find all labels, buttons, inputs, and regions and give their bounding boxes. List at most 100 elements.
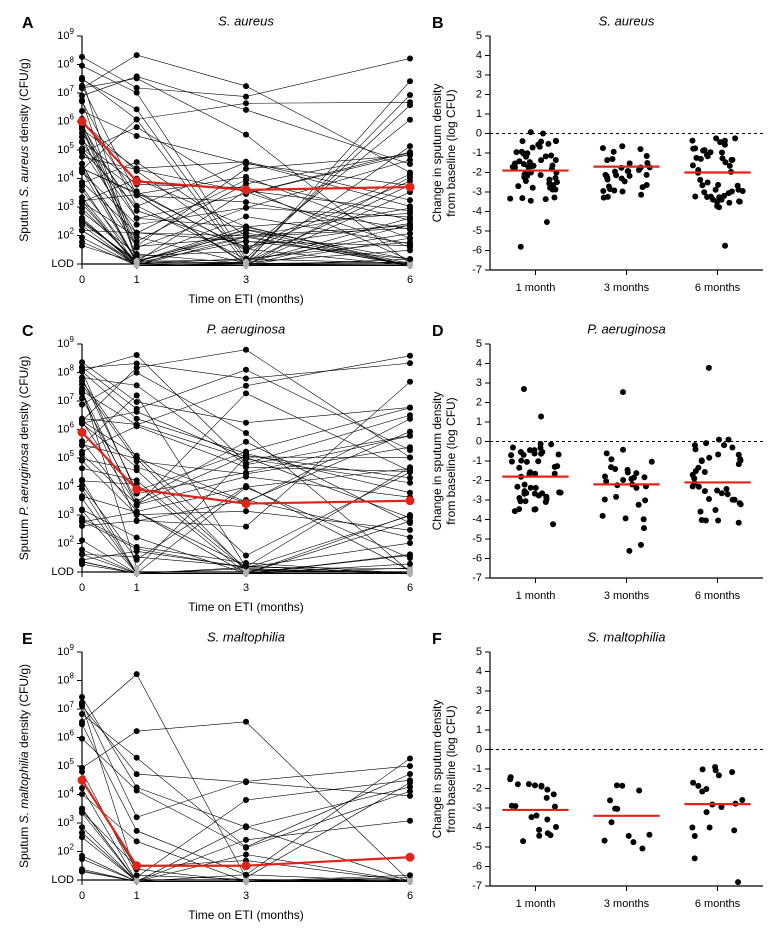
svg-text:-1: -1 [472,147,482,159]
svg-text:-2: -2 [472,782,482,794]
svg-text:-5: -5 [472,533,482,545]
svg-text:from baseline (log CFU): from baseline (log CFU) [444,89,458,216]
svg-text:6: 6 [407,890,413,902]
svg-text:3: 3 [243,274,249,286]
svg-text:S. aureus: S. aureus [599,13,655,28]
svg-text:1: 1 [476,108,482,120]
svg-text:0: 0 [79,582,85,594]
svg-text:105: 105 [57,449,74,464]
svg-text:2: 2 [476,704,482,716]
svg-text:Time on ETI (months): Time on ETI (months) [188,908,304,922]
svg-text:-6: -6 [472,552,482,564]
svg-text:C: C [22,323,34,340]
svg-text:3: 3 [243,582,249,594]
svg-text:2: 2 [476,396,482,408]
svg-text:4: 4 [476,49,482,61]
svg-text:-5: -5 [472,225,482,237]
svg-text:-7: -7 [472,880,482,892]
panel-C: C P. aeruginosa 102 103 104 105 1 0 6 107 108 109 LO… [10,318,420,618]
svg-text:1 month: 1 month [516,282,556,294]
svg-text:109: 109 [57,27,74,42]
svg-text:-1: -1 [472,763,482,775]
svg-text:4: 4 [476,665,482,677]
svg-text:-4: -4 [472,513,482,525]
svg-text:LOD: LOD [51,874,74,886]
svg-text:6 months: 6 months [695,590,741,602]
svg-text:-4: -4 [472,821,482,833]
svg-text:0: 0 [476,435,482,447]
svg-text:E: E [22,631,33,648]
svg-text:1: 1 [476,416,482,428]
svg-text:-3: -3 [472,494,482,506]
svg-text:-1: -1 [472,455,482,467]
svg-text:5: 5 [476,338,482,350]
figure-grid: AS. aureus102103104105106107108109LOD013… [10,10,771,926]
svg-text:-2: -2 [472,474,482,486]
svg-text:3: 3 [243,890,249,902]
svg-text:Sputum P. aeruginosa density (: Sputum P. aeruginosa density (CFU/g) [17,356,31,561]
svg-text:3: 3 [476,69,482,81]
svg-text:-3: -3 [472,802,482,814]
svg-text:S. aureus: S. aureus [218,13,274,28]
panel-F: FS. maltophilia-7-6-5-4-3-2-10123451 mon… [420,626,771,926]
svg-text:P. aeruginosa: P. aeruginosa [587,321,666,336]
svg-text:6: 6 [407,274,413,286]
svg-text:-2: -2 [472,166,482,178]
svg-text:P. aeruginosa: P. aeruginosa [207,321,286,336]
svg-text:LOD: LOD [51,258,74,270]
svg-text:108: 108 [57,671,74,686]
svg-text:102: 102 [57,534,74,549]
svg-text:107: 107 [57,700,74,715]
svg-text:1: 1 [134,582,140,594]
svg-text:-3: -3 [472,186,482,198]
svg-text:0: 0 [476,743,482,755]
svg-text:from baseline (log CFU): from baseline (log CFU) [444,397,458,524]
svg-text:-4: -4 [472,205,482,217]
svg-text:105: 105 [57,757,74,772]
svg-text:-6: -6 [472,244,482,256]
svg-text:-5: -5 [472,841,482,853]
panel-A: AS. aureus102103104105106107108109LOD013… [10,10,420,310]
svg-text:102: 102 [57,842,74,857]
svg-text:108: 108 [57,363,74,378]
svg-text:103: 103 [57,506,74,521]
svg-text:6: 6 [407,582,413,594]
svg-text:0: 0 [79,274,85,286]
svg-text:107: 107 [57,392,74,407]
svg-text:Change in sputum density: Change in sputum density [430,392,444,531]
svg-text:4: 4 [476,357,482,369]
svg-text:2: 2 [476,88,482,100]
svg-text:107: 107 [57,84,74,99]
svg-text:1 month: 1 month [516,590,556,602]
svg-text:3 months: 3 months [604,590,650,602]
svg-text:3: 3 [476,377,482,389]
svg-text:LOD: LOD [51,566,74,578]
svg-text:5: 5 [476,30,482,42]
svg-text:104: 104 [57,477,74,492]
svg-text:106: 106 [57,728,74,743]
svg-text:1: 1 [476,724,482,736]
svg-text:F: F [432,631,442,648]
svg-text:109: 109 [57,335,74,350]
svg-text:Change in sputum density: Change in sputum density [430,84,444,223]
panel-B: BS. aureus-7-6-5-4-3-2-10123451 month3 m… [420,10,771,310]
svg-text:A: A [22,15,34,32]
svg-text:0: 0 [476,127,482,139]
svg-text:1 month: 1 month [516,898,556,910]
svg-text:-6: -6 [472,860,482,872]
panel-D: DP. aeruginosa-7-6-5-4-3-2-10123451 mont… [420,318,771,618]
svg-text:Sputum S. aureus density (CFU/: Sputum S. aureus density (CFU/g) [17,58,31,241]
svg-text:103: 103 [57,198,74,213]
svg-text:108: 108 [57,55,74,70]
svg-text:1: 1 [134,274,140,286]
svg-text:S. maltophilia: S. maltophilia [207,629,285,644]
svg-text:105: 105 [57,141,74,156]
svg-text:from baseline (log CFU): from baseline (log CFU) [444,705,458,832]
svg-text:Time on ETI (months): Time on ETI (months) [188,292,304,306]
svg-text:6 months: 6 months [695,282,741,294]
svg-text:-7: -7 [472,264,482,276]
svg-text:109: 109 [57,643,74,658]
panel-E: ES. maltophilia102103104105106107108109L… [10,626,420,926]
svg-text:Change in sputum density: Change in sputum density [430,700,444,839]
svg-text:-7: -7 [472,572,482,584]
